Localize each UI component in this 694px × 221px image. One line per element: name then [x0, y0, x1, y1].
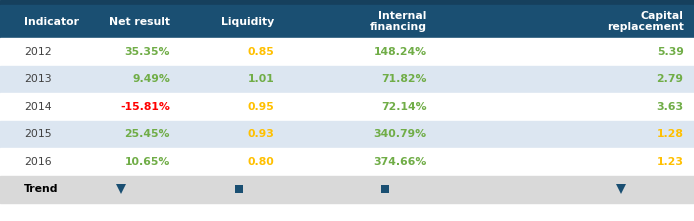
Bar: [0, 148, 694, 175]
Text: 5.39: 5.39: [657, 47, 684, 57]
Text: 0.93: 0.93: [247, 129, 274, 139]
Text: Internal
financing: Internal financing: [370, 11, 427, 32]
Bar: [0, 120, 694, 148]
Text: 25.45%: 25.45%: [124, 129, 170, 139]
Text: 9.49%: 9.49%: [132, 74, 170, 84]
Text: Net result: Net result: [109, 17, 170, 27]
Bar: [0, 38, 694, 65]
Text: Trend: Trend: [24, 184, 59, 194]
Bar: [0, 93, 694, 120]
Text: 1.01: 1.01: [247, 74, 274, 84]
Text: 1.23: 1.23: [657, 157, 684, 167]
Bar: [0, 65, 694, 93]
Text: 148.24%: 148.24%: [373, 47, 427, 57]
Text: 374.66%: 374.66%: [373, 157, 427, 167]
Text: 2.79: 2.79: [657, 74, 684, 84]
Text: 0.95: 0.95: [247, 102, 274, 112]
Text: 2016: 2016: [24, 157, 52, 167]
Text: 0.80: 0.80: [247, 157, 274, 167]
Text: 340.79%: 340.79%: [373, 129, 427, 139]
Text: 35.35%: 35.35%: [124, 47, 170, 57]
Bar: [0, 0, 694, 5]
Text: 1.28: 1.28: [657, 129, 684, 139]
Text: 2013: 2013: [24, 74, 52, 84]
Text: -15.81%: -15.81%: [120, 102, 170, 112]
Text: 2015: 2015: [24, 129, 52, 139]
Text: 71.82%: 71.82%: [381, 74, 427, 84]
Text: 10.65%: 10.65%: [125, 157, 170, 167]
Text: Liquidity: Liquidity: [221, 17, 274, 27]
Text: 72.14%: 72.14%: [381, 102, 427, 112]
Text: Capital
replacement: Capital replacement: [607, 11, 684, 32]
Text: 3.63: 3.63: [657, 102, 684, 112]
Text: 2012: 2012: [24, 47, 52, 57]
Bar: [0, 5, 694, 38]
Text: Indicator: Indicator: [24, 17, 79, 27]
Text: 2014: 2014: [24, 102, 52, 112]
Text: 0.85: 0.85: [247, 47, 274, 57]
Bar: [0, 175, 694, 203]
